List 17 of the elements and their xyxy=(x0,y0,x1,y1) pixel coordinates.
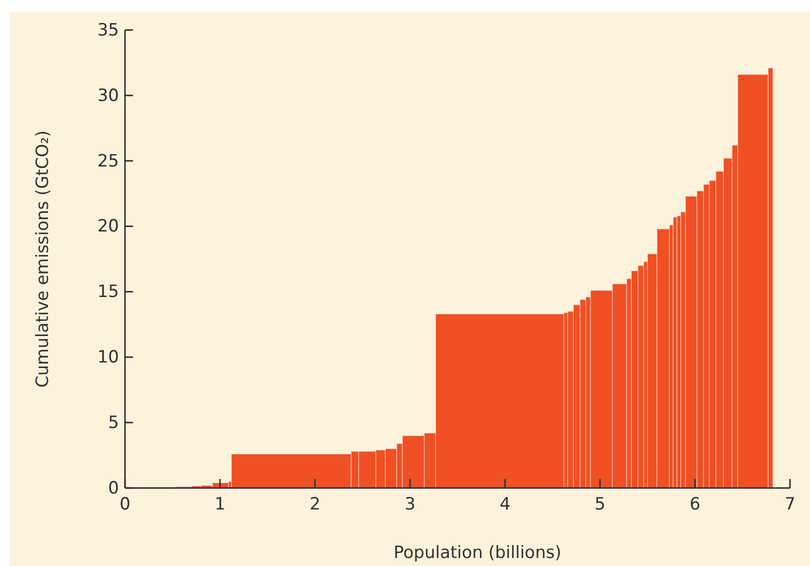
x-tick-label: 1 xyxy=(214,494,226,514)
y-tick-label: 0 xyxy=(108,478,119,498)
x-tick-label: 4 xyxy=(500,494,510,514)
x-tick-label: 6 xyxy=(690,494,700,514)
x-tick-label: 2 xyxy=(310,494,320,514)
y-tick-label: 35 xyxy=(97,20,119,40)
y-tick-label: 15 xyxy=(97,282,119,302)
x-axis-title: Population (billions) xyxy=(394,543,562,563)
x-tick-label: 3 xyxy=(404,494,416,514)
y-tick-label: 20 xyxy=(97,216,119,237)
y-axis-title: Cumulative emissions (GtCO₂) xyxy=(33,130,53,388)
x-tick-label: 5 xyxy=(594,494,606,514)
y-tick-label: 30 xyxy=(97,86,119,106)
x-tick-label: 7 xyxy=(784,494,796,514)
y-tick-label: 10 xyxy=(97,348,119,368)
y-tick-label: 25 xyxy=(97,151,119,172)
y-tick-label: 5 xyxy=(108,413,119,434)
